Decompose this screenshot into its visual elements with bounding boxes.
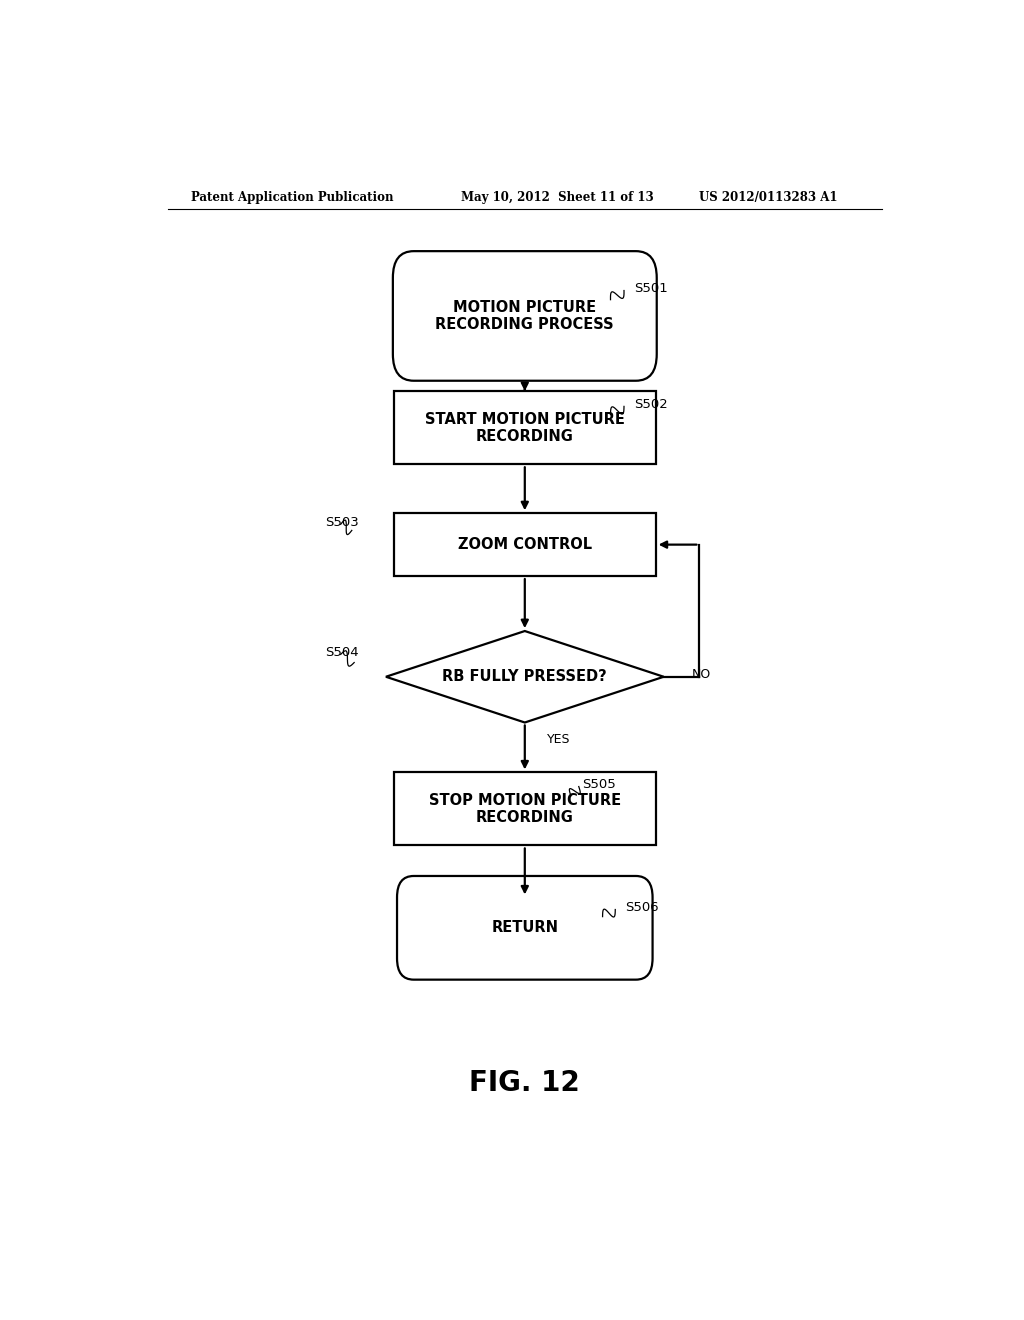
Text: S501: S501	[634, 282, 668, 294]
FancyBboxPatch shape	[397, 876, 652, 979]
Text: S502: S502	[634, 397, 668, 411]
Text: RETURN: RETURN	[492, 920, 558, 936]
Text: US 2012/0113283 A1: US 2012/0113283 A1	[699, 190, 838, 203]
Text: MOTION PICTURE
RECORDING PROCESS: MOTION PICTURE RECORDING PROCESS	[435, 300, 614, 333]
Text: YES: YES	[547, 734, 570, 746]
Text: S503: S503	[325, 516, 358, 529]
Text: S506: S506	[626, 902, 659, 913]
Bar	[394, 391, 655, 465]
FancyBboxPatch shape	[393, 251, 656, 380]
Bar	[394, 513, 655, 576]
Text: NO: NO	[691, 668, 711, 681]
Bar	[394, 772, 655, 846]
Text: S504: S504	[325, 645, 358, 659]
Text: S505: S505	[582, 777, 615, 791]
Text: FIG. 12: FIG. 12	[469, 1069, 581, 1097]
Text: STOP MOTION PICTURE
RECORDING: STOP MOTION PICTURE RECORDING	[429, 793, 621, 825]
Text: May 10, 2012  Sheet 11 of 13: May 10, 2012 Sheet 11 of 13	[461, 190, 654, 203]
Text: RB FULLY PRESSED?: RB FULLY PRESSED?	[442, 669, 607, 684]
Text: Patent Application Publication: Patent Application Publication	[191, 190, 394, 203]
Text: ZOOM CONTROL: ZOOM CONTROL	[458, 537, 592, 552]
Polygon shape	[386, 631, 664, 722]
Text: START MOTION PICTURE
RECORDING: START MOTION PICTURE RECORDING	[425, 412, 625, 444]
